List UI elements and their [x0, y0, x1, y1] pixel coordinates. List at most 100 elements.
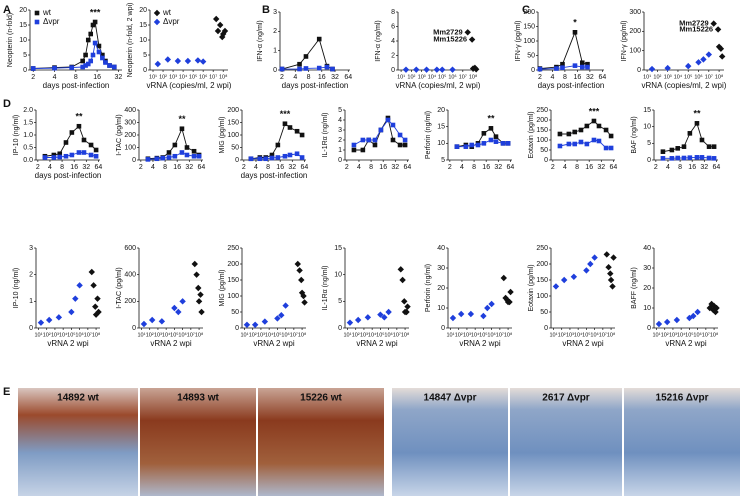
marker	[472, 66, 480, 73]
marker	[195, 284, 202, 292]
chart: 0 5 10 15 2 4 8 16 32 64 BAF (ng/ml) **	[631, 107, 721, 171]
marker	[76, 123, 82, 129]
chart: 0 50 100 150 200 250 10¹ 10² 10³ 10⁴ 10⁵ 10⁶ 10⁷ 10⁸v…	[528, 245, 617, 348]
marker	[316, 36, 322, 42]
marker	[279, 66, 285, 72]
marker	[154, 156, 160, 162]
x-tick-label: 8	[678, 164, 682, 171]
marker	[90, 282, 97, 289]
marker	[570, 273, 578, 280]
marker	[401, 298, 408, 305]
marker	[195, 298, 203, 305]
x-tick-label: 10²	[407, 74, 415, 80]
marker	[184, 152, 190, 158]
marker	[30, 66, 36, 71]
y-tick-label: 0	[391, 67, 395, 74]
x-tick-label: 10³	[669, 332, 677, 338]
y-tick-label: 0	[544, 157, 548, 164]
x-axis-label: days post-infection	[282, 81, 349, 90]
sample-label: 14892 wt	[57, 393, 99, 404]
x-tick-label: 10⁷	[702, 331, 710, 338]
marker	[694, 155, 700, 160]
x-tick-label: 10⁷	[290, 331, 298, 338]
x-tick-label: 16	[318, 74, 326, 81]
x-tick-label: 10³	[418, 74, 426, 80]
marker	[372, 142, 378, 148]
x-tick-label: 32	[82, 164, 90, 171]
marker	[100, 55, 105, 61]
marker	[591, 118, 597, 124]
x-tick-label: 64	[404, 164, 412, 171]
y-axis-label: IL-1Rα (ng/ml)	[322, 113, 329, 158]
marker	[243, 321, 251, 328]
x-tick-label: 10⁷	[496, 331, 504, 338]
x-tick-label: 10³	[257, 332, 265, 338]
marker	[454, 144, 460, 149]
x-tick-label: 10⁴	[677, 331, 686, 338]
marker	[172, 153, 178, 159]
y-axis-label: IP-10 (ng/ml)	[13, 268, 20, 308]
x-tick-label: 10¹	[35, 332, 43, 338]
y-tick-label: 200	[536, 261, 548, 268]
marker	[261, 318, 269, 325]
marker	[481, 141, 487, 146]
x-tick-label: 64	[198, 164, 206, 171]
y-tick-label: 10	[437, 140, 445, 147]
marker	[605, 264, 612, 271]
y-axis-label: BAFF (ng/ml)	[631, 267, 638, 309]
marker	[488, 137, 494, 143]
histology: 14892 wt 14893 wt 15226 wt 14847 Δvpr 26…	[18, 388, 740, 496]
marker	[72, 295, 79, 302]
x-tick-label: 16	[585, 164, 593, 171]
x-tick-label: 4	[666, 164, 670, 171]
y-tick-label: 15	[334, 245, 342, 252]
marker	[699, 155, 705, 160]
y-tick-label: 30	[437, 265, 445, 272]
marker	[484, 304, 491, 312]
x-tick-label: 32	[185, 164, 193, 171]
y-tick-label: 5	[338, 107, 342, 114]
marker	[214, 27, 222, 35]
marker	[715, 43, 723, 50]
x-tick-label: 10⁵	[479, 331, 487, 338]
marker	[191, 148, 197, 154]
x-tick-label: 2	[551, 164, 555, 171]
panel-label: E	[3, 386, 10, 398]
y-tick-label: 50	[231, 144, 239, 151]
marker	[397, 132, 403, 138]
x-axis-label: vRNA 2 wpi	[562, 339, 604, 348]
marker	[500, 141, 506, 146]
marker	[706, 155, 712, 161]
marker	[403, 308, 410, 316]
marker	[397, 266, 404, 273]
marker	[381, 314, 388, 321]
series-line	[33, 20, 115, 69]
marker	[275, 142, 281, 148]
x-tick-label: 10⁴	[368, 331, 377, 338]
sample-label: 14893 wt	[177, 393, 219, 404]
x-tick-label: 10²	[455, 332, 463, 338]
significance: **	[178, 114, 186, 124]
y-axis-label: IFN-α (ng/ml)	[375, 20, 382, 61]
y-tick-label: 150	[227, 277, 239, 284]
marker	[287, 152, 293, 158]
x-tick-label: 16	[379, 164, 387, 171]
y-tick-label: 15	[19, 22, 27, 29]
x-tick-label: 10⁶	[693, 331, 701, 338]
marker	[153, 18, 161, 26]
marker	[603, 127, 609, 133]
sample-label: 14847 Δvpr	[424, 393, 477, 404]
marker	[718, 53, 726, 60]
y-tick-label: 100	[523, 38, 535, 45]
x-tick-label: 10⁸	[92, 331, 100, 338]
x-tick-label: 8	[307, 74, 311, 81]
marker	[468, 36, 476, 43]
y-tick-label: 3	[338, 127, 342, 134]
y-tick-label: 20	[437, 285, 445, 292]
marker	[103, 60, 108, 65]
